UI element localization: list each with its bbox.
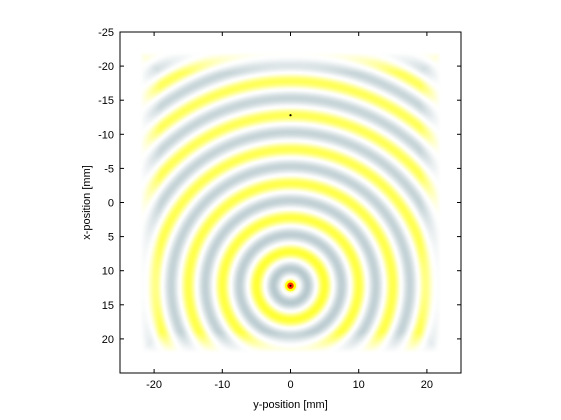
x-tick-label: 0 xyxy=(287,379,293,391)
markers xyxy=(285,114,296,292)
x-tick-label: 10 xyxy=(353,379,365,391)
y-tick-label: -15 xyxy=(98,95,114,107)
y-tick-label: -10 xyxy=(98,129,114,141)
y-tick-label: 0 xyxy=(108,198,114,210)
x-axis-title: y-position [mm] xyxy=(253,399,328,411)
y-tick-label: 20 xyxy=(102,334,114,346)
wave-field-raster xyxy=(140,52,441,353)
y-tick-label: 15 xyxy=(102,300,114,312)
x-tick-label: 20 xyxy=(421,379,433,391)
x-axis: -20 -10 0 10 20 xyxy=(146,32,433,391)
y-axis-title: x-position [mm] xyxy=(81,165,93,240)
wave-field xyxy=(140,52,441,353)
y-tick-label: 5 xyxy=(108,232,114,244)
x-tick-label: -10 xyxy=(214,379,230,391)
y-tick-label: -5 xyxy=(104,163,114,175)
source-core xyxy=(289,284,292,287)
y-tick-label: 10 xyxy=(102,266,114,278)
sensor-marker xyxy=(289,114,292,117)
y-tick-label: -25 xyxy=(98,27,114,39)
y-tick-label: -20 xyxy=(98,61,114,73)
x-tick-label: -20 xyxy=(146,379,162,391)
y-axis: -25 -20 -15 -10 -5 0 5 10 15 20 xyxy=(98,27,461,346)
